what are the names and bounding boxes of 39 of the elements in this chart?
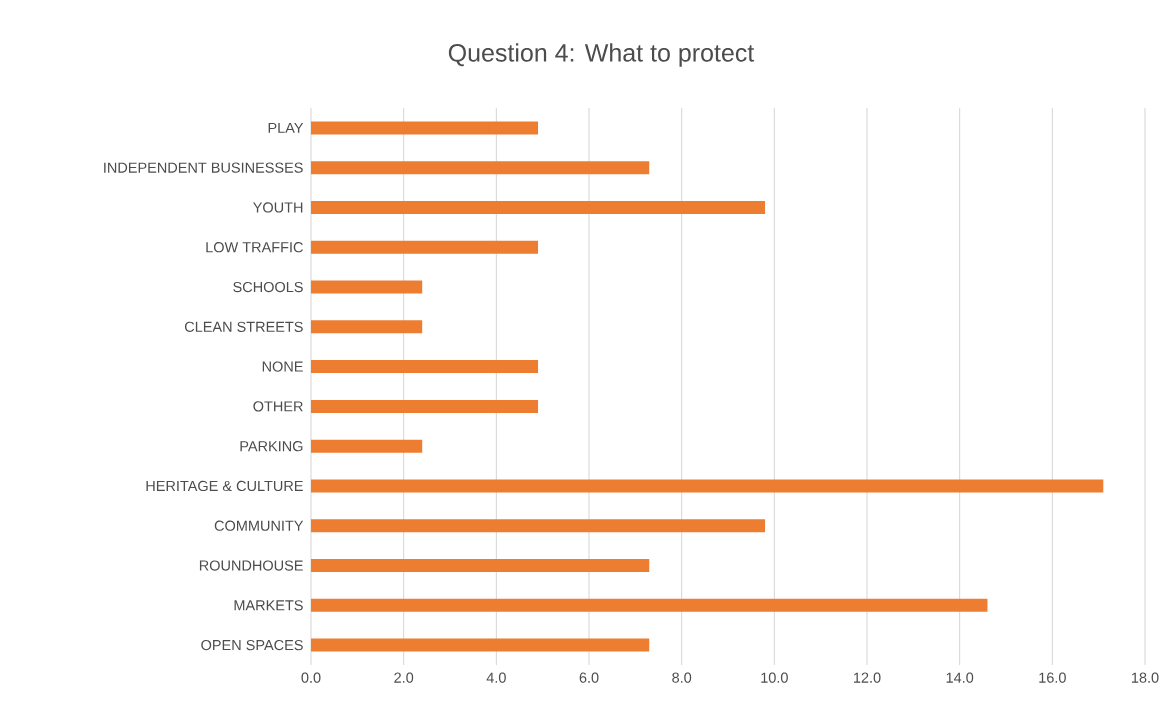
y-tick-label: OPEN SPACES (201, 639, 303, 651)
y-tick-label: MARKETS (234, 600, 303, 611)
y-tick-label: YOUTH (253, 202, 303, 213)
y-tick-label: HERITAGE & CULTURE (146, 480, 303, 492)
x-tick-label: 14.0 (946, 672, 974, 683)
x-tick-label: 2.0 (394, 672, 414, 683)
y-tick-label: INDEPENDENT BUSINESSES (104, 162, 303, 173)
bar (311, 519, 766, 533)
y-tick-label: LOW TRAFFIC (206, 242, 303, 253)
bar (311, 240, 539, 254)
y-tick-label: CLEAN STREETS (184, 321, 303, 332)
y-tick-label: SCHOOLS (233, 281, 303, 293)
x-tick-label: 10.0 (761, 672, 788, 683)
x-tick-label: 18.0 (1131, 672, 1159, 683)
bar (311, 121, 539, 135)
y-tick-label: PARKING (240, 441, 303, 452)
x-tick-label: 12.0 (853, 672, 881, 683)
bar (311, 200, 766, 214)
bar (311, 559, 650, 573)
bar (311, 320, 423, 334)
x-tick-label: 16.0 (1039, 672, 1066, 683)
y-tick-label: ROUNDHOUSE (199, 560, 303, 571)
bar (311, 360, 539, 374)
bar (311, 399, 539, 413)
x-tick-label: 8.0 (672, 672, 692, 683)
bar (311, 439, 423, 453)
x-tick-label: 0.0 (301, 672, 321, 683)
x-tick-label: 6.0 (579, 672, 599, 683)
bar (311, 598, 988, 612)
chart-title: Question 4: What to protect (448, 43, 755, 67)
bar (311, 161, 650, 175)
bar (311, 638, 650, 652)
y-tick-label: NONE (262, 361, 303, 372)
x-tick-label: 4.0 (486, 672, 506, 683)
y-tick-label: PLAY (268, 122, 304, 133)
bar (311, 280, 423, 294)
y-tick-label: COMMUNITY (214, 520, 304, 531)
y-tick-label: OTHER (253, 401, 303, 412)
bar (311, 479, 1104, 493)
